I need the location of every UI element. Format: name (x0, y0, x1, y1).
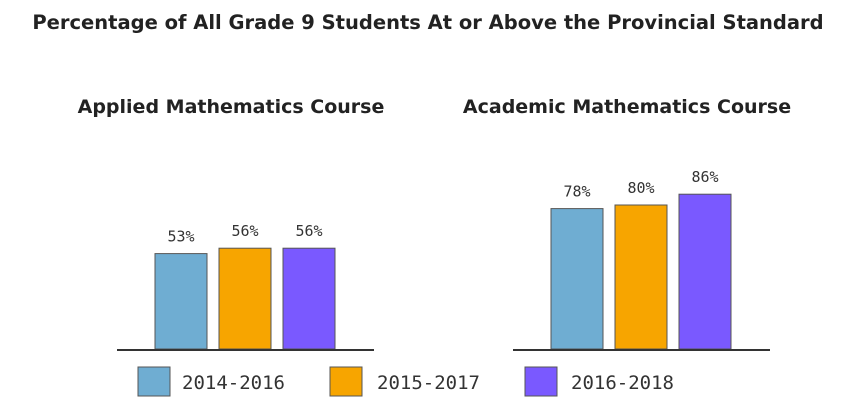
data-label-applied-2014-2016: 53% (167, 228, 194, 246)
legend-label-2014-2016: 2014-2016 (182, 372, 285, 394)
panel-applied: Applied Mathematics Course 53% 56% 56% (78, 96, 385, 351)
chart-title: Percentage of All Grade 9 Students At or… (32, 11, 823, 34)
bar-academic-2015-2017 (614, 204, 668, 350)
bar-applied-2015-2017 (218, 247, 272, 350)
legend-swatch-2016-2018 (524, 366, 558, 397)
data-label-applied-2016-2018: 56% (295, 222, 322, 240)
bar-applied-2016-2018 (282, 247, 336, 350)
legend-label-2015-2017: 2015-2017 (377, 372, 480, 394)
panel-title-applied: Applied Mathematics Course (78, 96, 385, 118)
legend: 2014-2016 2015-2017 2016-2018 (137, 366, 674, 397)
bar-academic-2014-2016 (550, 208, 604, 350)
panel-title-academic: Academic Mathematics Course (463, 96, 791, 118)
data-label-academic-2014-2016: 78% (563, 183, 590, 201)
bar-applied-2014-2016 (154, 253, 208, 350)
legend-label-2016-2018: 2016-2018 (571, 372, 674, 394)
legend-swatch-2015-2017 (329, 366, 363, 397)
data-label-applied-2015-2017: 56% (231, 222, 258, 240)
data-label-academic-2016-2018: 86% (691, 168, 718, 186)
bar-group-academic: 78% 80% 86% (550, 168, 732, 350)
bar-group-applied: 53% 56% 56% (154, 222, 336, 350)
bar-academic-2016-2018 (678, 193, 732, 350)
panel-academic: Academic Mathematics Course 78% 80% 86% (463, 96, 791, 351)
data-label-academic-2015-2017: 80% (627, 179, 654, 197)
legend-swatch-2014-2016 (137, 366, 171, 397)
